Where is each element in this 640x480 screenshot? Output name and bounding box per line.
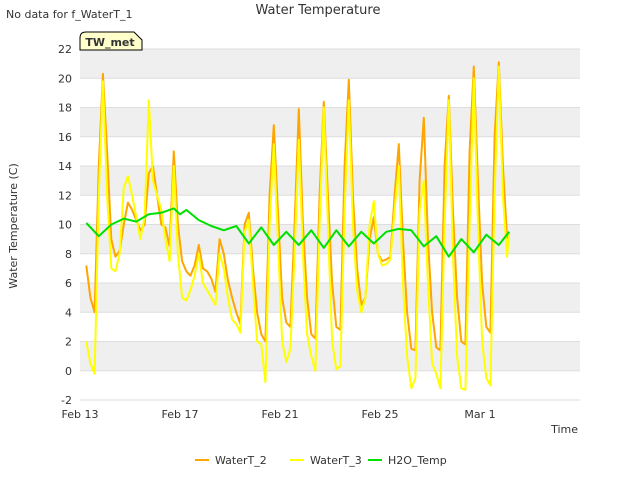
- y-axis-ticks: -2 0 2 4 6 8 10 12 14 16 18 20 22: [58, 43, 72, 407]
- site-badge-tab: [79, 31, 143, 51]
- site-badge: TW_met: [79, 31, 143, 51]
- y-tick-label: 14: [58, 160, 72, 173]
- plot-band: [80, 370, 580, 400]
- chart-title: Water Temperature: [256, 3, 381, 18]
- x-tick-label: Mar 1: [464, 408, 495, 421]
- x-tick-label: Feb 25: [362, 408, 399, 421]
- plot-band: [80, 107, 580, 137]
- status-note: No data for f_WaterT_1: [6, 8, 132, 21]
- y-tick-label: 16: [58, 131, 72, 144]
- legend-item-h2o-temp: H2O_Temp: [368, 454, 447, 467]
- plot-band: [80, 49, 580, 79]
- y-tick-label: 12: [58, 189, 72, 202]
- plot-band: [80, 78, 580, 108]
- y-tick-label: 0: [65, 365, 72, 378]
- x-axis-ticks: Feb 13 Feb 17 Feb 21 Feb 25 Mar 1: [62, 408, 496, 421]
- y-tick-label: 6: [65, 277, 72, 290]
- series-layer: [85, 61, 511, 391]
- site-badge-label: TW_met: [85, 36, 134, 49]
- y-tick-label: 22: [58, 43, 72, 56]
- plot-band: [80, 136, 580, 166]
- legend: WaterT_2 WaterT_3 H2O_Temp: [195, 454, 447, 467]
- plot-band: [80, 312, 580, 342]
- y-tick-label: 8: [65, 248, 72, 261]
- x-tick-label: Feb 21: [262, 408, 299, 421]
- legend-label: WaterT_2: [215, 454, 267, 467]
- x-tick-label: Feb 13: [62, 408, 99, 421]
- series-line-watert-3: [85, 65, 511, 391]
- y-axis-label: Water Temperature (C): [7, 163, 20, 288]
- y-tick-label: 4: [65, 306, 72, 319]
- series-line-h2o-temp: [85, 207, 510, 258]
- x-tick-label: Feb 17: [162, 408, 199, 421]
- y-tick-label: -2: [61, 394, 72, 407]
- y-tick-label: 18: [58, 102, 72, 115]
- legend-item-watert-3: WaterT_3: [290, 454, 362, 467]
- y-tick-label: 10: [58, 219, 72, 232]
- x-axis-label: Time: [550, 423, 578, 436]
- legend-item-watert-2: WaterT_2: [195, 454, 267, 467]
- plot-band: [80, 166, 580, 196]
- plot-band: [80, 341, 580, 371]
- legend-label: WaterT_3: [310, 454, 362, 467]
- y-tick-label: 2: [65, 336, 72, 349]
- legend-label: H2O_Temp: [388, 454, 447, 467]
- y-tick-label: 20: [58, 72, 72, 85]
